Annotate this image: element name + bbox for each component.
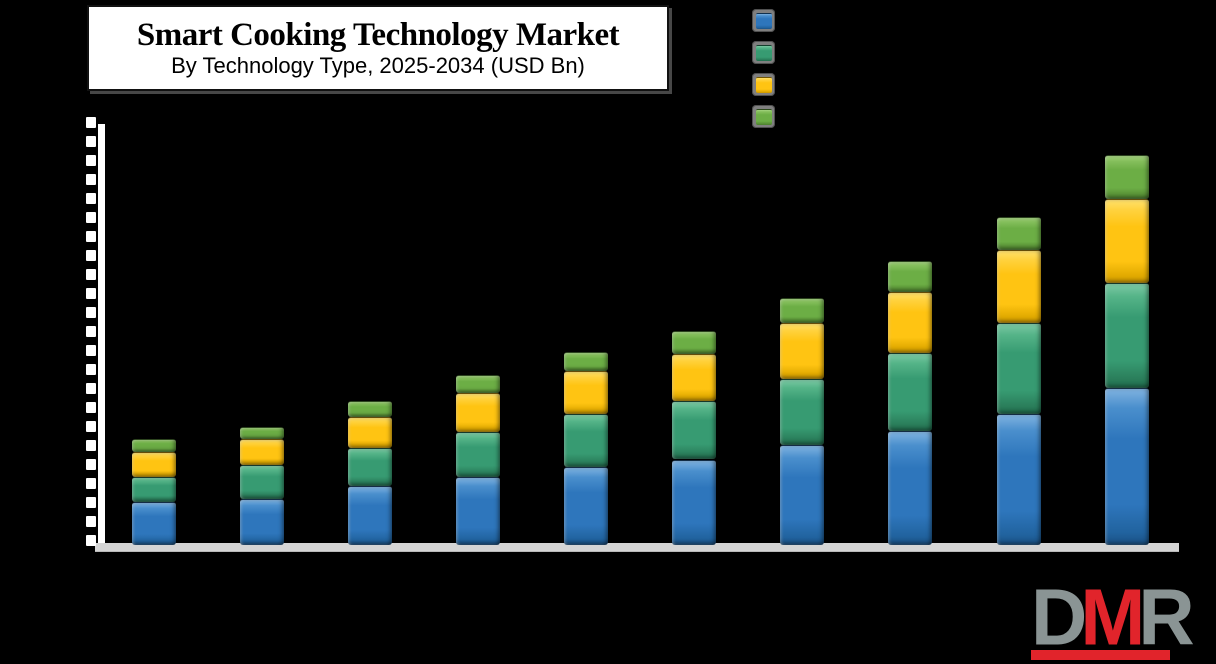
bar-2026-segment-series-4-green xyxy=(239,426,284,439)
bar-2031-segment-series-4-green xyxy=(780,297,825,324)
y-axis-tick xyxy=(86,421,96,432)
bar-2029-segment-series-3-yellow xyxy=(564,371,609,414)
bar-2026-segment-series-1-blue xyxy=(239,498,284,545)
bar-2030-segment-series-2-teal xyxy=(672,401,717,460)
bar-2029-segment-series-4-green xyxy=(564,352,609,372)
y-axis-tick xyxy=(86,516,96,527)
dmr-logo-letters: DMR xyxy=(1031,571,1195,664)
bar-2033-segment-series-4-green xyxy=(996,216,1041,250)
y-axis-tick xyxy=(86,459,96,470)
legend-swatch-series-3 xyxy=(755,76,772,93)
bar-2031-segment-series-3-yellow xyxy=(780,323,825,380)
legend-swatch-series-4 xyxy=(755,108,772,125)
bar-2026-segment-series-3-yellow xyxy=(239,438,284,465)
legend-swatch-series-4-plate xyxy=(752,105,775,128)
y-axis-tick xyxy=(86,478,96,489)
bar-2032-segment-series-1-blue xyxy=(888,430,933,545)
dmr-logo: DMR xyxy=(1031,572,1216,663)
bar-2032-segment-series-4-green xyxy=(888,261,933,293)
bar-2034-segment-series-1-blue xyxy=(1104,387,1149,545)
y-axis-tick xyxy=(86,231,96,242)
bar-2027-segment-series-3-yellow xyxy=(347,417,392,449)
bar-2028-segment-series-2-teal xyxy=(456,431,500,477)
bar-2034-segment-series-2-teal xyxy=(1104,282,1149,388)
bar-2027-segment-series-4-green xyxy=(347,401,392,418)
bar-2030-segment-series-1-blue xyxy=(672,459,717,545)
bar-2034-segment-series-3-yellow xyxy=(1104,198,1149,283)
y-axis-tick xyxy=(86,155,96,166)
y-axis-tick xyxy=(86,326,96,337)
bar-2032-segment-series-3-yellow xyxy=(888,292,933,354)
bar-2028-segment-series-3-yellow xyxy=(456,392,500,432)
y-axis-tick xyxy=(86,345,96,356)
y-axis-tick xyxy=(86,497,96,508)
y-axis-tick xyxy=(86,136,96,147)
legend-swatch-series-1-plate xyxy=(752,9,775,32)
bar-2029-segment-series-1-blue xyxy=(564,467,609,545)
legend-swatch-series-2-plate xyxy=(752,41,775,64)
legend-item-4 xyxy=(752,105,952,128)
y-axis-tick xyxy=(86,117,96,128)
bar-2030-segment-series-3-yellow xyxy=(672,354,717,402)
bar-2025-segment-series-4-green xyxy=(131,439,176,452)
bar-2031-segment-series-2-teal xyxy=(780,379,825,446)
bar-2026-segment-series-2-teal xyxy=(239,464,284,499)
dmr-logo-letter-d: D xyxy=(1031,572,1087,662)
y-axis-tick xyxy=(86,174,96,185)
bar-2025-segment-series-2-teal xyxy=(131,476,176,503)
y-axis-tick xyxy=(86,383,96,394)
bar-2025-segment-series-1-blue xyxy=(131,502,176,545)
bar-2031-segment-series-1-blue xyxy=(780,445,825,545)
y-axis-tick xyxy=(86,250,96,261)
chart-title: Smart Cooking Technology Market xyxy=(136,17,620,53)
y-axis-tick xyxy=(86,364,96,375)
bar-2028-segment-series-1-blue xyxy=(456,476,500,545)
legend-item-1 xyxy=(752,9,952,32)
y-axis-tick xyxy=(86,193,96,204)
bar-2028-segment-series-4-green xyxy=(456,374,500,393)
legend-swatch-series-3-plate xyxy=(752,73,775,96)
bar-2027-segment-series-1-blue xyxy=(347,486,392,545)
bar-2034-segment-series-4-green xyxy=(1104,154,1149,199)
y-axis-tick xyxy=(86,212,96,223)
dmr-logo-underline xyxy=(1031,650,1170,660)
chart-subtitle: By Technology Type, 2025-2034 (USD Bn) xyxy=(171,53,585,78)
bar-2033-segment-series-1-blue xyxy=(996,413,1041,545)
bar-2025-segment-series-3-yellow xyxy=(131,451,176,477)
legend-item-2 xyxy=(752,41,952,64)
chart-title-box: Smart Cooking Technology Market By Techn… xyxy=(87,5,669,91)
y-axis-tick xyxy=(86,288,96,299)
bar-2033-segment-series-3-yellow xyxy=(996,249,1041,323)
y-axis-tick xyxy=(86,402,96,413)
bar-2030-segment-series-4-green xyxy=(672,331,717,355)
bar-2027-segment-series-2-teal xyxy=(347,448,392,487)
dmr-logo-letter-m: M xyxy=(1080,572,1145,662)
y-axis-tick xyxy=(86,269,96,280)
legend-swatch-series-1 xyxy=(755,12,772,29)
bar-2029-segment-series-2-teal xyxy=(564,413,609,468)
bar-2033-segment-series-2-teal xyxy=(996,322,1041,414)
y-axis-tick xyxy=(86,307,96,318)
y-axis-line xyxy=(98,124,105,552)
y-axis-tick xyxy=(86,535,96,546)
dmr-logo-letter-r: R xyxy=(1138,572,1194,662)
legend-swatch-series-2 xyxy=(755,44,772,61)
legend-item-3 xyxy=(752,73,952,96)
plot-floor xyxy=(95,543,1179,552)
y-axis-tick xyxy=(86,440,96,451)
bar-2032-segment-series-2-teal xyxy=(888,353,933,431)
